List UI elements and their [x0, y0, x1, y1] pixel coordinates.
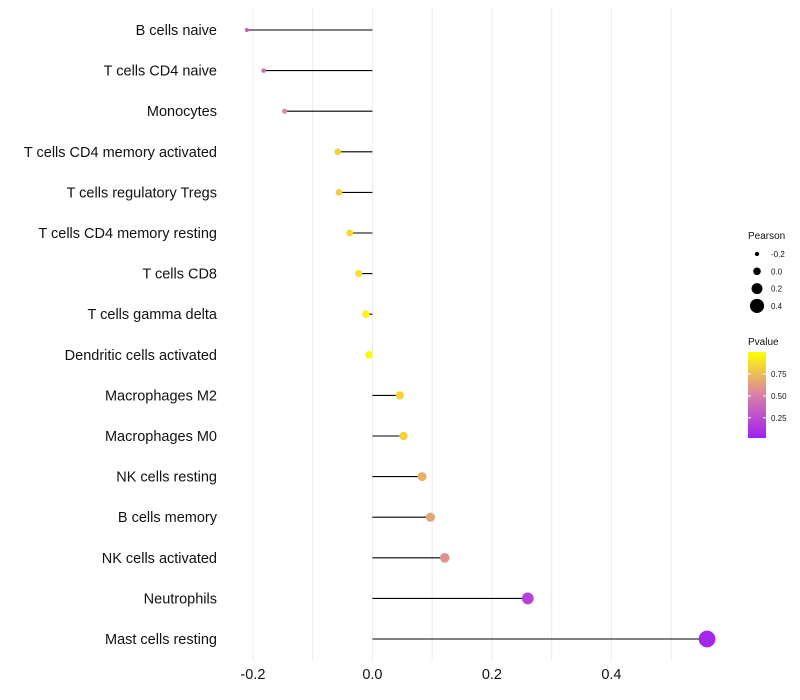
category-label: B cells memory — [118, 510, 218, 526]
category-label: Dendritic cells activated — [65, 348, 217, 364]
category-labels: B cells naive T cells CD4 naive Monocytes T… — [24, 23, 218, 648]
color-legend-label: 0.50 — [771, 392, 787, 401]
x-tick-label: -0.2 — [240, 667, 265, 683]
size-legend: Pearson -0.2 0.0 0.2 0.4 — [748, 231, 785, 313]
category-label: Monocytes — [147, 104, 217, 120]
x-tick-label: 0.4 — [601, 667, 621, 683]
category-label: T cells gamma delta — [88, 307, 218, 323]
data-point — [335, 189, 343, 196]
color-legend: Pvalue 0.75 0.50 0.25 — [748, 337, 787, 438]
color-legend-label: 0.25 — [771, 414, 787, 423]
category-label: T cells regulatory Tregs — [67, 185, 217, 201]
category-label: NK cells resting — [116, 470, 217, 486]
x-axis-ticks: -0.2 0.0 0.2 0.4 — [240, 667, 621, 683]
points — [244, 27, 716, 648]
data-point — [395, 391, 405, 400]
data-point — [399, 431, 408, 441]
size-legend-dot — [751, 283, 763, 295]
category-label: T cells CD4 naive — [104, 64, 217, 80]
data-point — [365, 351, 373, 359]
size-legend-dot — [753, 267, 761, 276]
category-label: Macrophages M2 — [105, 388, 217, 404]
category-label: B cells naive — [136, 23, 217, 39]
category-label: Macrophages M0 — [105, 429, 217, 445]
size-legend-label: 0.2 — [771, 285, 783, 294]
color-bar — [748, 352, 766, 438]
data-point — [698, 630, 716, 648]
category-label: Neutrophils — [144, 591, 217, 607]
data-point — [362, 310, 370, 318]
size-legend-dot — [754, 251, 760, 257]
data-point — [281, 108, 288, 114]
data-point — [439, 553, 450, 563]
data-point — [244, 27, 250, 33]
category-label: T cells CD4 memory resting — [38, 226, 217, 242]
grid-lines — [252, 8, 672, 660]
x-tick-label: 0.2 — [482, 667, 502, 683]
category-label: Mast cells resting — [105, 632, 217, 648]
data-point — [346, 229, 354, 237]
category-label: NK cells activated — [102, 551, 217, 567]
category-label: T cells CD8 — [142, 267, 217, 283]
size-legend-label: -0.2 — [771, 250, 785, 259]
category-label: T cells CD4 memory activated — [24, 145, 217, 161]
stems — [246, 29, 708, 640]
size-legend-title: Pearson — [748, 231, 785, 242]
data-point — [417, 472, 427, 482]
data-point — [261, 68, 266, 73]
color-legend-label: 0.75 — [771, 370, 787, 379]
size-legend-label: 0.4 — [771, 302, 783, 311]
data-point — [355, 269, 363, 278]
data-point — [521, 592, 534, 605]
x-tick-label: 0.0 — [362, 667, 382, 683]
size-legend-label: 0.0 — [771, 267, 783, 276]
size-legend-dot — [749, 298, 765, 313]
color-legend-title: Pvalue — [748, 337, 779, 348]
data-point — [334, 148, 342, 156]
data-point — [425, 512, 435, 522]
